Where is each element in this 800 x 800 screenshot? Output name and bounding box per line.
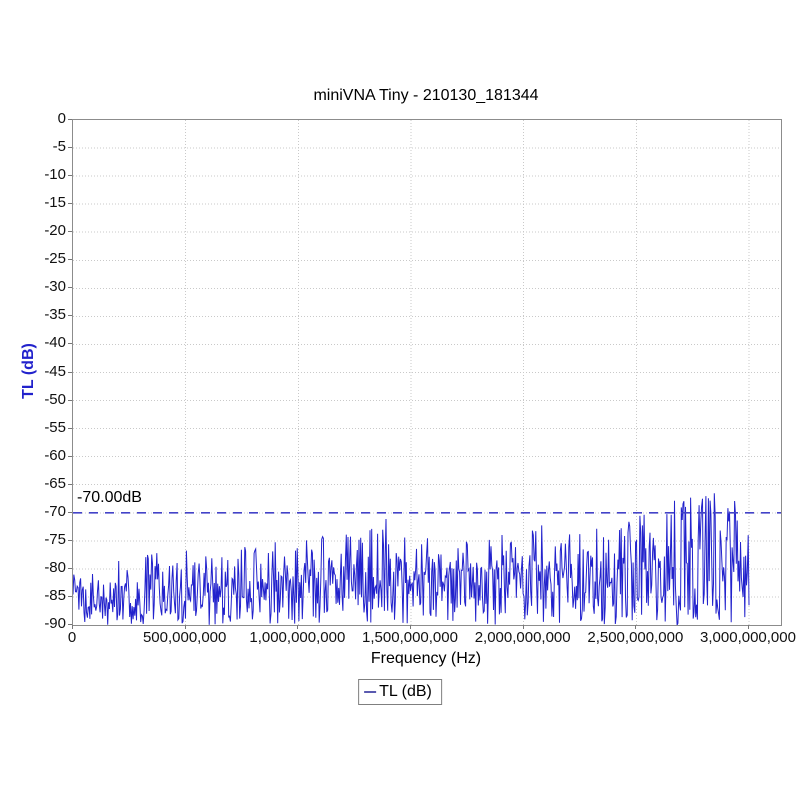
x-tick-label: 1,500,000,000 <box>362 629 458 646</box>
legend-line-marker <box>364 691 377 693</box>
y-tick-label: -70 <box>44 502 66 520</box>
y-tick-label: -65 <box>44 474 66 492</box>
y-tick-label: -75 <box>44 530 66 548</box>
x-tick-label: 500,000,000 <box>142 629 227 646</box>
plot-svg <box>73 120 781 625</box>
y-tick-label: -90 <box>44 615 66 632</box>
y-tick-label: -25 <box>44 250 66 268</box>
y-tick-label: -10 <box>44 166 66 184</box>
plot-area <box>72 119 782 626</box>
y-tick-label: -80 <box>44 558 66 576</box>
x-tick-label: 0 <box>67 629 77 646</box>
y-tick-label: -85 <box>44 586 66 604</box>
chart-title: miniVNA Tiny - 210130_181344 <box>313 87 539 104</box>
x-tick-label: 2,500,000,000 <box>587 629 684 646</box>
x-tick-label: 1,000,000,000 <box>249 629 346 646</box>
x-tick-label: 2,000,000,000 <box>474 629 571 646</box>
y-tick-label: -15 <box>44 194 66 212</box>
legend-label: TL (dB) <box>379 683 432 700</box>
tl-trace <box>73 493 750 625</box>
y-tick-label: -5 <box>52 138 66 156</box>
reference-line-label: -70.00dB <box>77 489 142 506</box>
y-tick-label: -20 <box>44 222 66 240</box>
y-tick-label: 0 <box>57 110 66 127</box>
y-axis-title: TL (dB) <box>20 343 37 399</box>
legend: TL (dB) <box>358 679 442 705</box>
x-axis-title: Frequency (Hz) <box>370 650 482 667</box>
x-tick-label: 3,000,000,000 <box>700 629 796 646</box>
